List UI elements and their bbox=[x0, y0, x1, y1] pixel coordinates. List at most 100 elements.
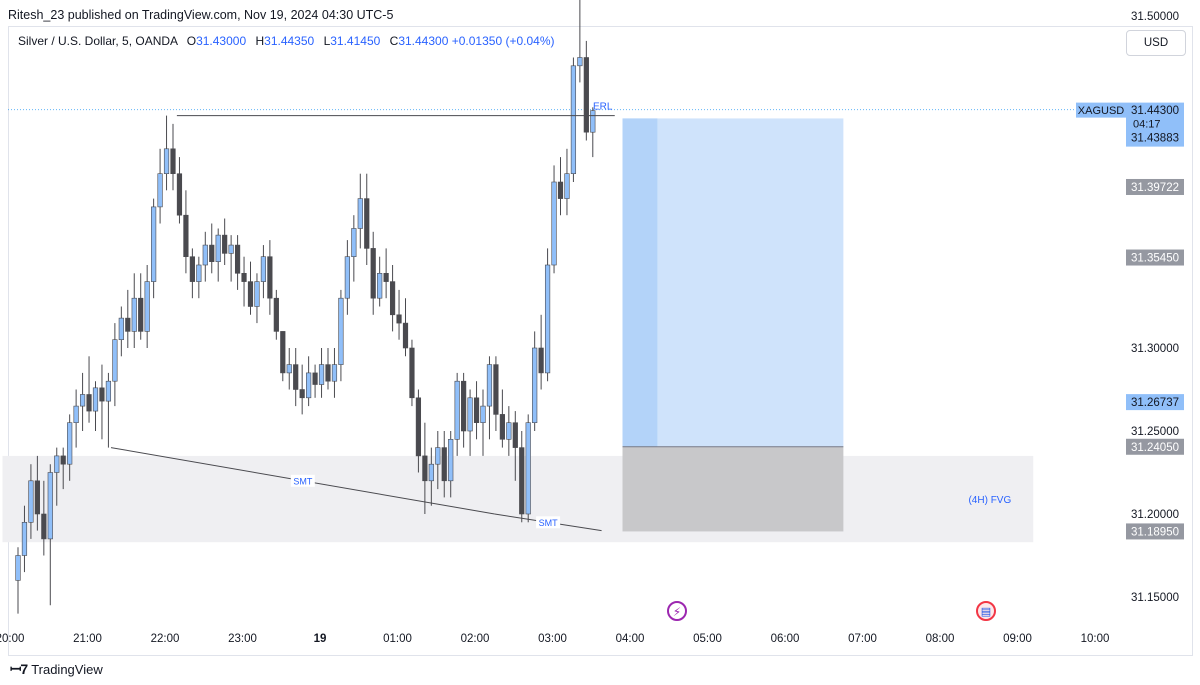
candle bbox=[590, 107, 596, 158]
lightning-icon[interactable]: ⚡ bbox=[667, 601, 687, 621]
candle bbox=[448, 431, 454, 498]
us-flag-icon[interactable]: ▤ bbox=[976, 601, 996, 621]
candle-body-down bbox=[422, 455, 428, 482]
candle bbox=[538, 314, 544, 390]
smt-1-label-bg bbox=[290, 474, 315, 487]
candle-body-down bbox=[493, 364, 499, 415]
legend-open-label: O bbox=[186, 34, 197, 48]
candle bbox=[331, 348, 338, 398]
candle-body-down bbox=[499, 414, 505, 440]
candle-body-up bbox=[331, 364, 338, 382]
candle-body-up bbox=[28, 480, 34, 523]
candle-body-down bbox=[383, 272, 389, 282]
candle bbox=[499, 389, 505, 448]
candle bbox=[415, 389, 422, 473]
candle bbox=[157, 148, 163, 224]
x-tick-label: 22:00 bbox=[151, 633, 180, 645]
candle-body-down bbox=[519, 447, 525, 515]
candle bbox=[293, 348, 299, 407]
candle bbox=[480, 389, 486, 456]
candle-body-down bbox=[247, 281, 254, 307]
x-tick-label: 19 bbox=[314, 633, 327, 645]
stop-zone bbox=[622, 446, 844, 532]
candle bbox=[512, 411, 518, 481]
candle-body-down bbox=[409, 347, 415, 399]
tradingview-brand[interactable]: ꟷ7 TradingView bbox=[10, 660, 103, 679]
candle bbox=[357, 173, 363, 249]
candle bbox=[131, 273, 137, 348]
candle-body-up bbox=[467, 397, 473, 432]
candle-body-up bbox=[428, 463, 434, 482]
candle bbox=[564, 148, 570, 216]
candle-body-up bbox=[506, 422, 512, 440]
candle bbox=[344, 240, 350, 315]
candle bbox=[67, 414, 73, 481]
candle-body-down bbox=[273, 297, 279, 332]
candle-body-down bbox=[241, 272, 247, 282]
candle-body-up bbox=[435, 447, 441, 465]
candle bbox=[92, 381, 99, 431]
candle-body-up bbox=[286, 364, 292, 374]
candle bbox=[525, 414, 531, 523]
currency-button[interactable]: USD bbox=[1126, 30, 1186, 56]
candle bbox=[170, 123, 176, 191]
candle bbox=[577, 0, 583, 83]
candle bbox=[144, 265, 150, 348]
candle bbox=[506, 406, 512, 456]
price-label-bg bbox=[1126, 438, 1184, 455]
y-tick-label: 31.20000 bbox=[1131, 509, 1179, 521]
candle-body-down bbox=[34, 480, 40, 515]
candle-body-down bbox=[99, 387, 105, 402]
candle bbox=[467, 389, 473, 456]
candle bbox=[234, 235, 241, 290]
candle-body-down bbox=[473, 397, 480, 423]
candle bbox=[202, 231, 208, 282]
candle-body-up bbox=[163, 148, 170, 175]
candle bbox=[138, 273, 144, 340]
candle bbox=[196, 256, 202, 299]
candle bbox=[519, 431, 525, 523]
candle-body-up bbox=[73, 405, 79, 424]
candle-body-up bbox=[151, 206, 157, 282]
candle bbox=[273, 289, 279, 340]
candle bbox=[338, 289, 344, 382]
price-label-bg bbox=[1126, 178, 1184, 195]
x-tick-label: 05:00 bbox=[693, 633, 722, 645]
candle-body-down bbox=[60, 455, 66, 465]
price-label-bg bbox=[1126, 249, 1184, 266]
candle-body-down bbox=[293, 364, 299, 390]
price-label-bg bbox=[1126, 394, 1184, 411]
candle bbox=[254, 273, 260, 324]
candle-body-up bbox=[79, 394, 86, 407]
candle-body-up bbox=[157, 173, 163, 208]
candle bbox=[396, 289, 402, 340]
countdown-label: 04:17 bbox=[1133, 119, 1161, 131]
fvg-zone bbox=[2, 455, 1034, 543]
candle bbox=[163, 115, 170, 191]
x-tick-label: 04:00 bbox=[616, 633, 645, 645]
legend-low-value: 31.41450 bbox=[330, 34, 381, 48]
target-price-label: 31.43883 bbox=[1131, 133, 1179, 145]
brand-label: TradingView bbox=[31, 662, 103, 677]
candle bbox=[299, 364, 305, 415]
candle-body-down bbox=[583, 57, 589, 133]
x-tick-label: 09:00 bbox=[1003, 633, 1032, 645]
candle bbox=[241, 256, 247, 307]
candle-body-down bbox=[364, 198, 370, 249]
smt-2-label: SMT bbox=[539, 518, 559, 528]
candle-body-up bbox=[454, 380, 460, 440]
candle-body-down bbox=[461, 380, 467, 432]
candle-body-down bbox=[209, 244, 215, 262]
legend-low-label: L bbox=[323, 34, 331, 48]
legend-symbol: Silver / U.S. Dollar, 5, OANDA bbox=[18, 34, 178, 48]
candle bbox=[461, 372, 467, 448]
legend-high-label: H bbox=[255, 34, 265, 48]
candle bbox=[34, 455, 40, 531]
candle-body-up bbox=[118, 317, 124, 340]
x-tick-label: 01:00 bbox=[383, 633, 412, 645]
candle-body-up bbox=[92, 387, 99, 412]
candle bbox=[551, 165, 557, 274]
candle bbox=[125, 289, 131, 348]
legend-change-value: +0.01350 (+0.04%) bbox=[451, 34, 555, 48]
